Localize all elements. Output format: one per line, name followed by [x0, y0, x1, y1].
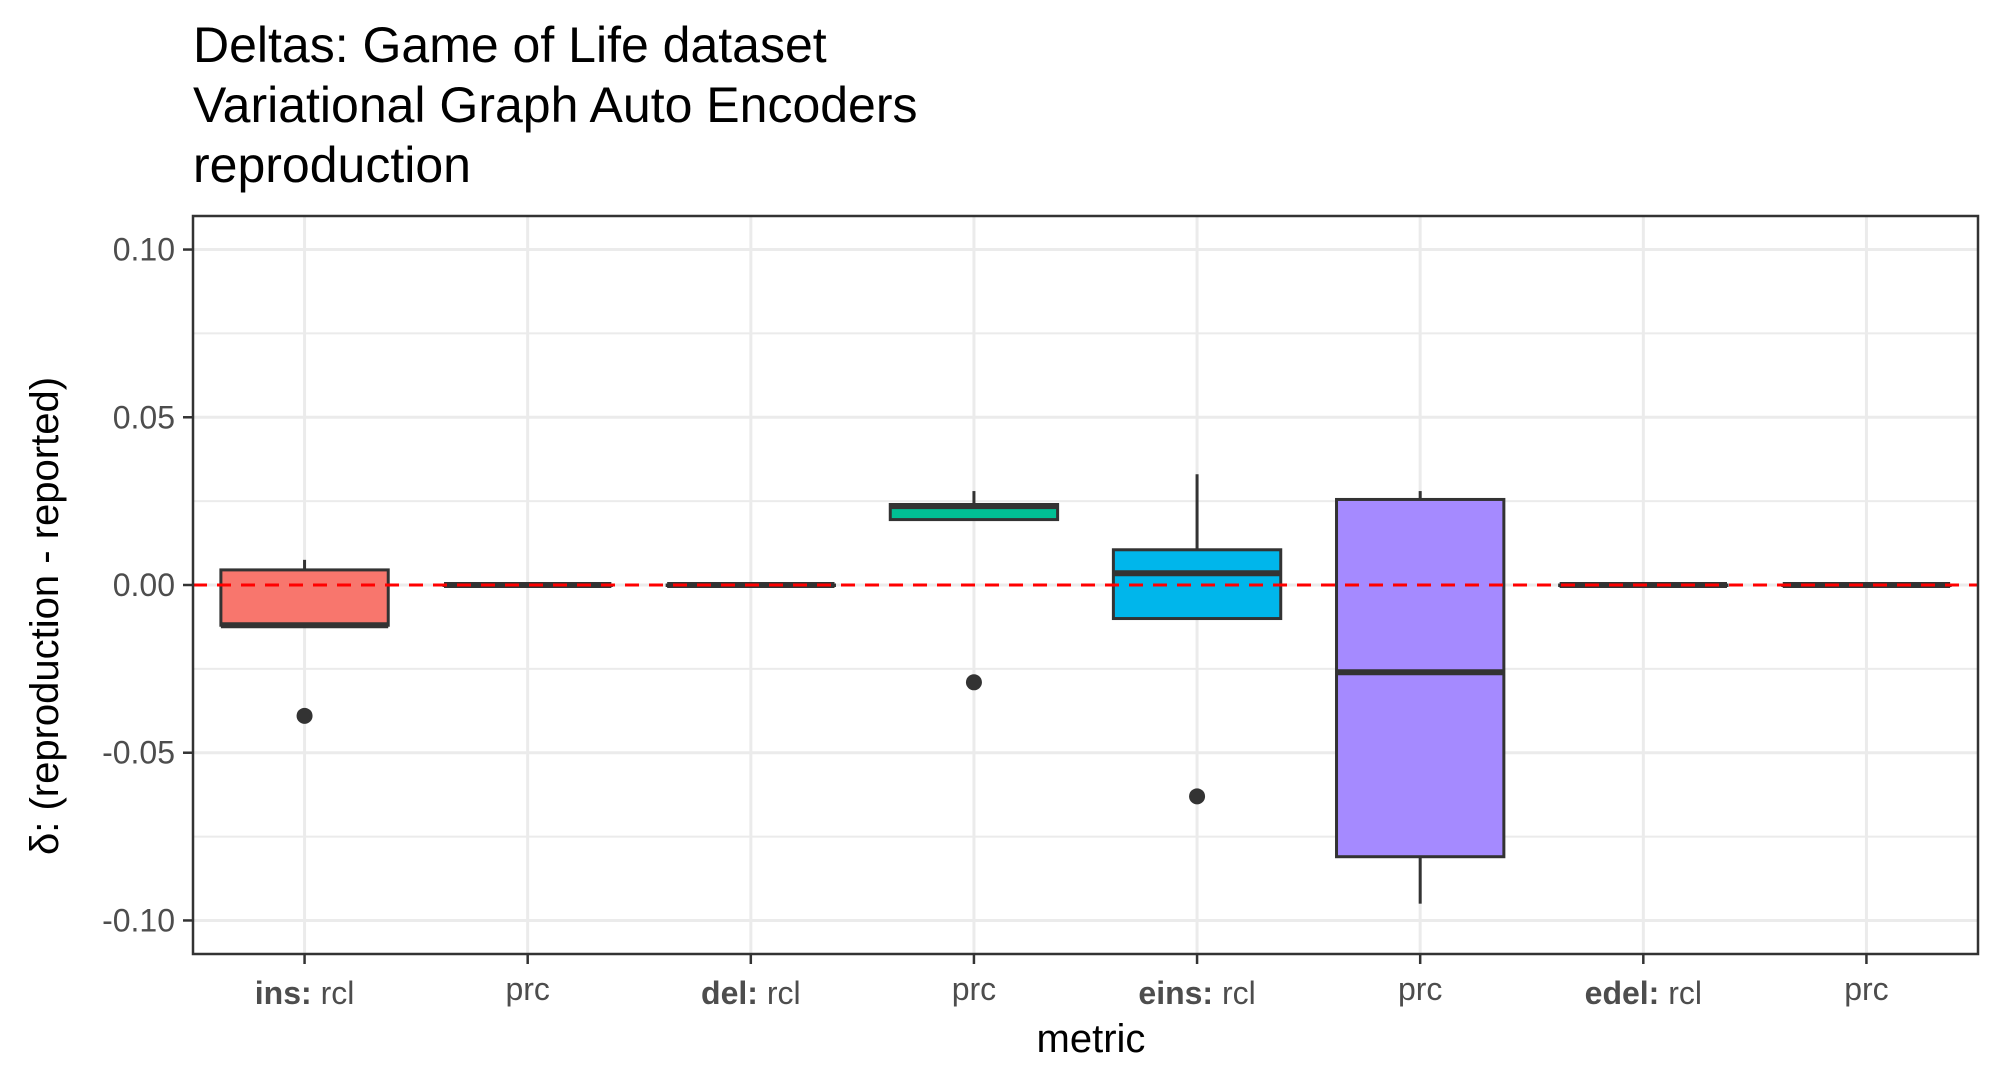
- y-axis-title: δ: (reproduction - reported): [23, 377, 67, 855]
- y-tick-label: -0.10: [102, 902, 175, 938]
- x-tick-metric: rcl: [321, 975, 355, 1011]
- y-tick-label: 0.10: [113, 232, 175, 268]
- chart-title-line-2: Variational Graph Auto Encoders: [193, 77, 918, 133]
- x-tick-label: del: rcl: [701, 975, 801, 1011]
- chart-title-line-3: reproduction: [193, 137, 471, 193]
- x-tick-metric: prc: [952, 971, 996, 1007]
- x-tick-group: del:: [701, 975, 767, 1011]
- chart-title: Deltas: Game of Life dataset Variational…: [193, 17, 918, 193]
- box-5: [1335, 491, 1506, 904]
- x-tick-label: ins: rcl: [255, 975, 355, 1011]
- x-tick-label: eins: rcl: [1138, 975, 1255, 1011]
- y-axis: 0.10 0.05 0.00 -0.05 -0.10: [102, 232, 193, 938]
- box-iqr: [219, 568, 390, 627]
- outlier-point: [1189, 788, 1206, 805]
- x-tick-label: prc: [952, 971, 996, 1007]
- x-tick-metric: prc: [1844, 971, 1888, 1007]
- x-tick-group: eins:: [1138, 975, 1222, 1011]
- x-tick-metric: rcl: [1222, 975, 1256, 1011]
- x-tick-metric: rcl: [1668, 975, 1702, 1011]
- boxes: [219, 474, 1952, 904]
- x-tick-label: prc: [1398, 971, 1442, 1007]
- x-tick-label: edel: rcl: [1585, 975, 1702, 1011]
- x-axis: ins: rcl prc del: rcl prc eins: rcl prc edel: …: [255, 954, 1889, 1011]
- box-0: [219, 559, 390, 724]
- x-tick-group: edel:: [1585, 975, 1669, 1011]
- box-iqr: [1335, 497, 1506, 859]
- y-tick-label: 0.00: [113, 567, 175, 603]
- outlier-point: [296, 707, 313, 724]
- grid-minor: [193, 332, 1978, 838]
- x-tick-group: ins:: [255, 975, 321, 1011]
- outlier-point: [965, 674, 982, 691]
- x-tick-label: prc: [505, 971, 549, 1007]
- y-tick-label: -0.05: [102, 735, 175, 771]
- x-tick-metric: prc: [505, 971, 549, 1007]
- x-tick-label: prc: [1844, 971, 1888, 1007]
- box-3: [888, 491, 1060, 691]
- box-4: [1111, 474, 1283, 805]
- x-axis-title: metric: [1037, 1017, 1146, 1061]
- x-tick-metric: prc: [1398, 971, 1442, 1007]
- y-tick-label: 0.05: [113, 399, 175, 435]
- chart-title-line-1: Deltas: Game of Life dataset: [193, 17, 827, 73]
- x-tick-metric: rcl: [767, 975, 801, 1011]
